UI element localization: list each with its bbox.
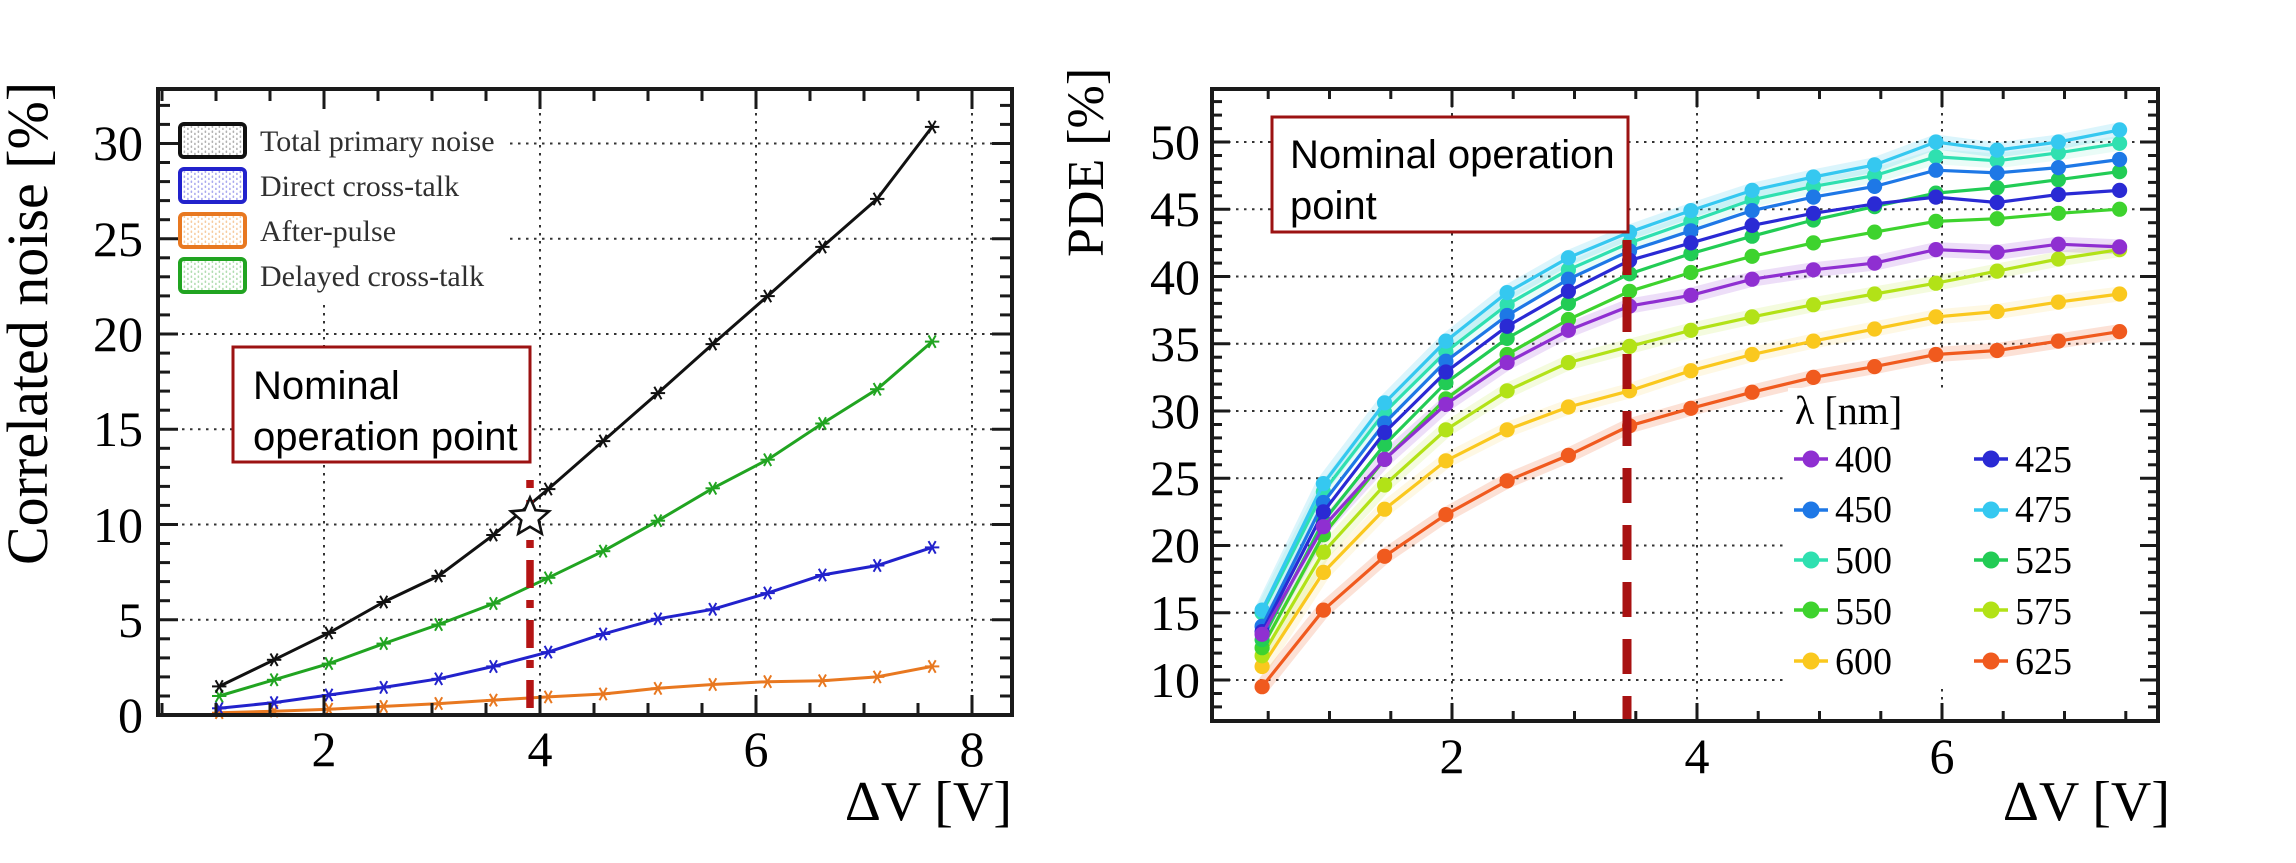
svg-text:Nominal operation: Nominal operation [1290, 133, 1615, 177]
svg-text:625: 625 [2015, 641, 2072, 683]
svg-text:2: 2 [312, 721, 337, 777]
svg-text:35: 35 [1150, 316, 1200, 372]
svg-text:Delayed cross-talk: Delayed cross-talk [260, 260, 484, 293]
svg-text:20: 20 [93, 306, 143, 362]
svg-text:20: 20 [1150, 517, 1200, 573]
svg-text:425: 425 [2015, 439, 2072, 481]
svg-text:10: 10 [93, 497, 143, 553]
svg-text:475: 475 [2015, 489, 2072, 531]
svg-text:4: 4 [528, 721, 553, 777]
svg-text:45: 45 [1150, 181, 1200, 237]
svg-text:575: 575 [2015, 591, 2072, 633]
svg-text:40: 40 [1150, 249, 1200, 305]
svg-text:400: 400 [1835, 439, 1892, 481]
svg-text:2: 2 [1440, 728, 1465, 784]
svg-text:25: 25 [1150, 450, 1200, 506]
svg-text:PDE [%]: PDE [%] [1058, 68, 1115, 257]
svg-text:15: 15 [93, 401, 143, 457]
svg-text:5: 5 [118, 592, 143, 648]
svg-text:After-pulse: After-pulse [260, 215, 396, 248]
svg-text:15: 15 [1150, 585, 1200, 641]
svg-text:8: 8 [960, 721, 985, 777]
svg-text:6: 6 [1930, 728, 1955, 784]
svg-text:25: 25 [93, 211, 143, 267]
svg-text:30: 30 [93, 115, 143, 171]
svg-text:50: 50 [1150, 114, 1200, 170]
svg-text:10: 10 [1150, 652, 1200, 708]
svg-text:600: 600 [1835, 641, 1892, 683]
svg-text:λ [nm]: λ [nm] [1795, 388, 1902, 433]
svg-text:Nominal: Nominal [253, 364, 400, 408]
svg-text:450: 450 [1835, 489, 1892, 531]
svg-text:500: 500 [1835, 540, 1892, 582]
svg-text:Direct cross-talk: Direct cross-talk [260, 170, 459, 203]
svg-text:ΔV [V]: ΔV [V] [845, 771, 1012, 833]
svg-text:ΔV [V]: ΔV [V] [2003, 771, 2170, 833]
svg-text:point: point [1290, 184, 1377, 228]
svg-text:Total primary noise: Total primary noise [260, 125, 495, 158]
svg-text:525: 525 [2015, 540, 2072, 582]
svg-text:6: 6 [744, 721, 769, 777]
svg-text:550: 550 [1835, 591, 1892, 633]
svg-text:4: 4 [1685, 728, 1710, 784]
svg-text:Correlated noise [%]: Correlated noise [%] [0, 82, 60, 565]
svg-text:0: 0 [118, 687, 143, 743]
svg-text:30: 30 [1150, 383, 1200, 439]
svg-text:operation point: operation point [253, 415, 518, 459]
